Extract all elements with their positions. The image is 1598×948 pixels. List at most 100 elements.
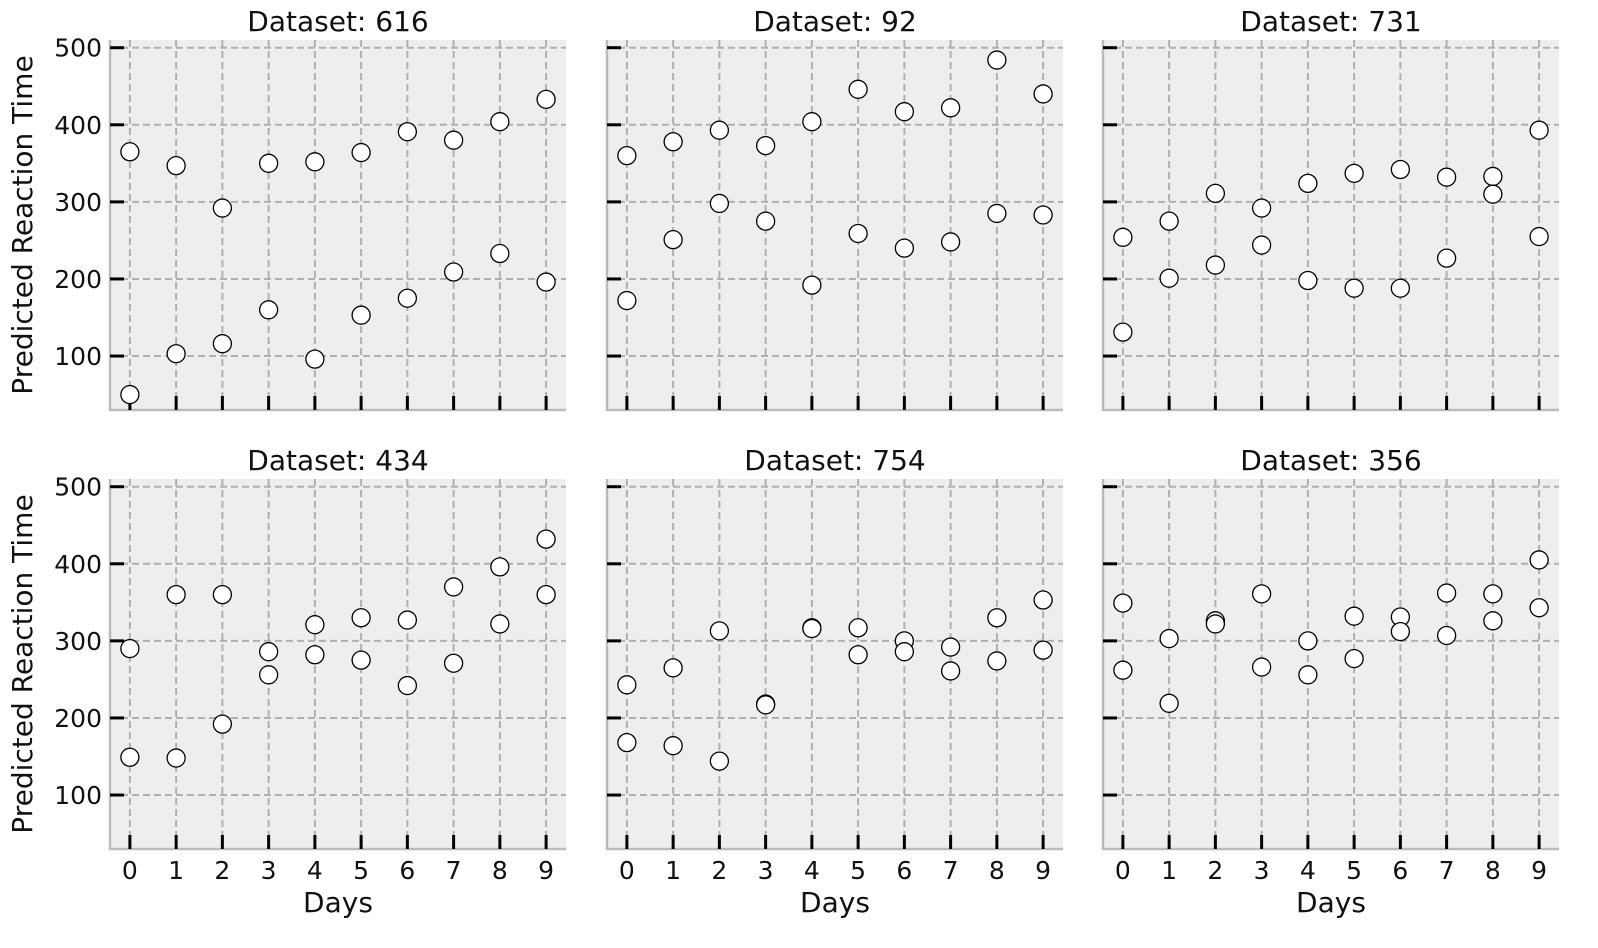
data-point: [940, 637, 961, 657]
data-point: [1298, 665, 1318, 685]
plot-background: [607, 40, 1063, 410]
data-point: [940, 661, 961, 681]
x-tick-label: 7: [1439, 856, 1455, 885]
data-point: [1251, 657, 1272, 677]
data-point: [443, 577, 464, 597]
x-tick-label: 1: [1161, 856, 1177, 885]
plot-background: [1103, 40, 1559, 410]
data-point: [709, 193, 730, 214]
data-point: [1529, 598, 1549, 618]
data-point: [987, 203, 1007, 224]
data-point: [755, 135, 776, 156]
data-point: [1529, 120, 1549, 140]
x-tick-label: 5: [353, 856, 369, 885]
x-axis-label: Days: [1296, 886, 1366, 919]
data-point: [1298, 173, 1318, 194]
data-point: [1033, 84, 1053, 104]
y-tick-label: 500: [54, 473, 102, 502]
data-point: [490, 614, 510, 634]
data-point: [305, 645, 325, 665]
x-tick-label: 8: [492, 856, 508, 885]
x-tick-label: 5: [850, 856, 866, 885]
data-point: [1033, 640, 1053, 660]
data-point: [1529, 550, 1549, 570]
data-point: [802, 275, 822, 295]
x-axis-label: Days: [303, 886, 373, 919]
data-point: [663, 736, 683, 756]
data-point: [443, 653, 464, 673]
data-point: [397, 675, 418, 696]
data-point: [1483, 611, 1503, 631]
data-point: [1483, 166, 1503, 187]
panel-title: Dataset: 356: [1240, 444, 1421, 477]
data-point: [258, 300, 279, 320]
data-point: [1529, 226, 1549, 247]
data-point: [1251, 198, 1272, 218]
x-tick-label: 6: [399, 856, 415, 885]
y-tick-label: 500: [54, 34, 102, 63]
panel-5: 0 1 2 3 4 5 6 7 8 9 Dataset: 754 Days: [605, 444, 1063, 919]
x-tick-label: 7: [446, 856, 462, 885]
plot-background: [110, 40, 566, 410]
data-point: [1113, 660, 1133, 680]
data-point: [1436, 248, 1457, 268]
x-tick-label: 0: [122, 856, 138, 885]
panel-title: Dataset: 616: [247, 5, 428, 38]
data-point: [305, 349, 325, 369]
data-point: [397, 288, 418, 308]
panel-6: 0 1 2 3 4 5 6 7 8 9 Dataset: 356 Days: [1101, 444, 1559, 919]
data-point: [351, 142, 371, 163]
data-point: [1344, 648, 1364, 669]
panel-title: Dataset: 754: [744, 444, 925, 477]
data-point: [940, 98, 961, 118]
data-point: [258, 153, 279, 173]
data-point: [1251, 584, 1272, 604]
x-tick-label: 3: [1254, 856, 1270, 885]
data-point: [490, 112, 510, 132]
panel-3: Dataset: 731: [1101, 5, 1559, 412]
data-point: [1159, 693, 1179, 713]
data-point: [351, 305, 371, 325]
data-point: [1205, 255, 1226, 275]
data-point: [166, 584, 186, 605]
x-axis-label: Days: [800, 886, 870, 919]
plot-background: [1103, 479, 1559, 849]
data-point: [848, 223, 868, 244]
data-point: [709, 120, 730, 140]
x-tick-label: 2: [711, 856, 727, 885]
data-point: [1033, 205, 1053, 225]
x-tick-label: 9: [1531, 856, 1547, 885]
x-tick-label: 2: [1207, 856, 1223, 885]
x-tick-label: 8: [989, 856, 1005, 885]
data-point: [1159, 211, 1179, 231]
data-point: [1390, 621, 1411, 642]
data-point: [663, 229, 683, 250]
data-point: [987, 50, 1007, 70]
x-tick-label: 2: [214, 856, 230, 885]
plot-background: [607, 479, 1063, 849]
data-point: [120, 142, 140, 162]
x-tick-label: 6: [1392, 856, 1408, 885]
data-point: [987, 608, 1007, 628]
data-point: [212, 334, 233, 354]
data-point: [536, 89, 556, 110]
data-point: [1113, 593, 1133, 613]
data-point: [536, 272, 556, 292]
data-point: [166, 748, 186, 768]
x-tick-label: 3: [261, 856, 277, 885]
y-tick-label: 100: [54, 781, 102, 810]
data-point: [1251, 235, 1272, 255]
data-point: [305, 615, 325, 635]
data-point: [166, 344, 186, 364]
data-point: [663, 132, 683, 152]
x-tick-label: 4: [307, 856, 323, 885]
panel-title: Dataset: 92: [753, 5, 917, 38]
x-tick-label: 8: [1485, 856, 1501, 885]
y-tick-label: 300: [54, 627, 102, 656]
data-point: [212, 714, 233, 734]
data-point: [1344, 163, 1364, 184]
data-point: [1390, 278, 1411, 298]
data-point: [617, 675, 637, 695]
data-point: [166, 155, 186, 176]
